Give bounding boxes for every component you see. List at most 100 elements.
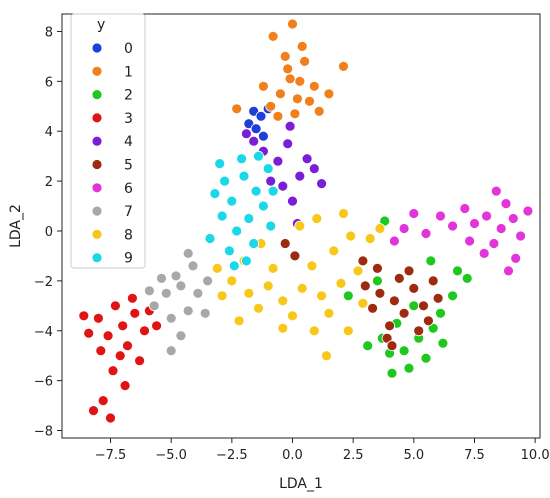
point-class-6-16 bbox=[510, 252, 522, 264]
x-tick-label-3: 0.0 bbox=[282, 448, 303, 463]
point-class-8-17 bbox=[357, 297, 369, 309]
point-class-4-10 bbox=[316, 178, 328, 190]
point-class-8-29 bbox=[342, 325, 354, 337]
point-class-9-18 bbox=[214, 158, 226, 170]
x-tick-label-1: −5.0 bbox=[155, 448, 187, 463]
point-class-3-19 bbox=[78, 310, 90, 322]
point-class-2-4 bbox=[403, 362, 415, 374]
point-class-6-8 bbox=[515, 230, 526, 242]
point-class-4-8 bbox=[308, 163, 320, 175]
point-class-2-19 bbox=[342, 290, 354, 302]
legend-label-5: 5 bbox=[124, 158, 133, 174]
point-class-8-1 bbox=[243, 287, 255, 299]
point-class-2-7 bbox=[447, 290, 459, 302]
y-tick-label-8: 8 bbox=[45, 25, 53, 40]
y-tick-label-7: 6 bbox=[45, 75, 53, 90]
point-class-7-10 bbox=[175, 330, 187, 342]
point-class-3-2 bbox=[129, 307, 141, 319]
y-tick-label-4: 0 bbox=[45, 225, 53, 240]
point-class-1-13 bbox=[299, 56, 311, 67]
point-class-3-8 bbox=[114, 350, 126, 362]
point-class-8-11 bbox=[328, 245, 340, 257]
point-class-2-11 bbox=[362, 340, 374, 352]
point-class-2-6 bbox=[435, 307, 446, 319]
point-class-8-20 bbox=[338, 208, 349, 219]
point-class-6-17 bbox=[464, 235, 476, 247]
point-class-2-12 bbox=[408, 300, 420, 312]
point-class-5-1 bbox=[408, 282, 420, 294]
point-class-6-13 bbox=[490, 185, 502, 197]
point-class-9-9 bbox=[216, 210, 228, 222]
point-class-5-3 bbox=[374, 287, 386, 299]
point-class-5-19 bbox=[371, 262, 383, 274]
y-tick-label-3: −2 bbox=[34, 275, 53, 290]
point-class-5-7 bbox=[367, 302, 379, 314]
point-class-4-12 bbox=[287, 195, 298, 207]
point-class-9-15 bbox=[265, 220, 277, 232]
y-tick-label-2: −4 bbox=[34, 325, 53, 340]
point-class-3-6 bbox=[139, 325, 150, 337]
legend-label-6: 6 bbox=[124, 181, 133, 197]
point-class-1-0 bbox=[282, 63, 294, 75]
point-class-3-18 bbox=[134, 355, 146, 367]
point-class-5-15 bbox=[386, 340, 398, 352]
point-class-2-15 bbox=[371, 275, 383, 287]
point-class-7-2 bbox=[148, 300, 160, 312]
point-class-3-5 bbox=[110, 300, 121, 312]
legend-label-0: 0 bbox=[124, 41, 133, 57]
y-tick-label-0: −8 bbox=[34, 425, 53, 440]
point-class-7-8 bbox=[187, 260, 199, 272]
point-class-3-13 bbox=[119, 380, 131, 392]
legend-title: y bbox=[97, 17, 105, 33]
point-class-4-13 bbox=[240, 128, 252, 140]
point-class-6-10 bbox=[435, 210, 446, 222]
point-class-6-14 bbox=[408, 208, 420, 219]
point-class-5-17 bbox=[289, 250, 301, 262]
point-class-5-4 bbox=[418, 300, 429, 312]
legend-marker-9 bbox=[91, 252, 103, 264]
point-class-7-0 bbox=[160, 287, 172, 299]
point-class-8-6 bbox=[335, 277, 347, 289]
point-class-7-12 bbox=[202, 275, 214, 287]
point-class-7-11 bbox=[165, 345, 177, 357]
x-tick-label-4: 2.5 bbox=[343, 448, 364, 463]
x-axis-label: LDA_1 bbox=[279, 476, 323, 492]
point-class-5-0 bbox=[388, 295, 400, 307]
point-class-5-8 bbox=[403, 265, 415, 277]
point-class-8-26 bbox=[374, 223, 386, 234]
point-class-9-10 bbox=[267, 185, 279, 197]
point-class-1-14 bbox=[313, 105, 325, 117]
point-class-8-27 bbox=[211, 262, 223, 274]
point-class-3-9 bbox=[126, 292, 138, 304]
point-class-2-0 bbox=[398, 345, 410, 357]
legend-label-7: 7 bbox=[124, 204, 133, 220]
point-class-9-16 bbox=[204, 233, 216, 244]
point-class-6-15 bbox=[398, 223, 410, 234]
point-class-2-14 bbox=[386, 367, 398, 379]
point-class-9-8 bbox=[248, 238, 260, 249]
point-class-8-16 bbox=[323, 307, 335, 319]
legend-label-3: 3 bbox=[124, 111, 133, 127]
legend-marker-4 bbox=[91, 135, 103, 147]
legend-marker-6 bbox=[91, 182, 103, 194]
point-class-6-4 bbox=[488, 238, 500, 249]
point-class-9-6 bbox=[262, 163, 274, 175]
point-class-7-4 bbox=[165, 312, 177, 324]
point-class-5-13 bbox=[359, 280, 371, 292]
point-class-1-8 bbox=[296, 41, 308, 52]
point-class-8-12 bbox=[345, 230, 357, 242]
point-class-8-3 bbox=[277, 295, 289, 307]
legend-label-1: 1 bbox=[124, 64, 133, 80]
point-class-6-9 bbox=[478, 247, 490, 259]
point-class-9-4 bbox=[257, 200, 269, 212]
point-class-8-0 bbox=[226, 275, 238, 287]
y-tick-label-5: 2 bbox=[45, 175, 53, 190]
legend-marker-5 bbox=[91, 159, 103, 170]
x-tick-label-5: 5.0 bbox=[403, 448, 424, 463]
point-class-3-4 bbox=[122, 340, 133, 352]
point-class-6-12 bbox=[522, 205, 534, 217]
point-class-2-17 bbox=[425, 255, 437, 267]
point-class-6-0 bbox=[481, 210, 493, 222]
point-class-9-13 bbox=[253, 150, 264, 162]
legend-marker-8 bbox=[91, 228, 103, 240]
